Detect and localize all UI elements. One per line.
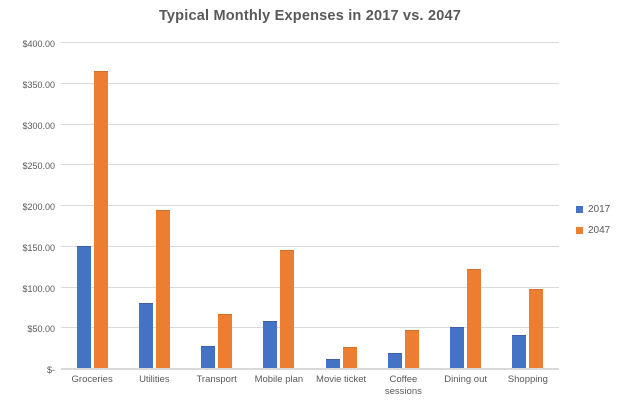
bar-2047-movie-ticket xyxy=(342,346,357,369)
gridline xyxy=(61,82,559,84)
bar-2047-groceries xyxy=(93,71,108,369)
gridline xyxy=(61,327,559,329)
gridline xyxy=(61,245,559,247)
y-axis: $- $50.00 $100.00 $150.00 $200.00 $250.00 $300… xyxy=(0,39,55,375)
x-axis-category-label: Utilities xyxy=(139,374,170,385)
bar-groups xyxy=(61,43,559,369)
bar-group-shopping xyxy=(497,43,559,369)
y-axis-tick-label: $100.00 xyxy=(22,283,55,294)
x-axis-category-label: Dining out xyxy=(444,374,488,385)
legend: 2017 2047 xyxy=(576,204,610,246)
bar-2017-dining-out xyxy=(450,327,465,369)
gridline xyxy=(61,286,559,288)
bar-group-movie-ticket xyxy=(310,43,372,369)
bar-group-coffee-sessions xyxy=(372,43,434,369)
bar-2047-coffee-sessions xyxy=(404,329,419,369)
bar-group-transport xyxy=(186,43,248,369)
y-axis-tick-label: $150.00 xyxy=(22,242,55,253)
legend-swatch-2047 xyxy=(576,227,583,234)
gridline xyxy=(61,42,559,43)
y-axis-tick-label: $400.00 xyxy=(22,39,55,49)
gridline xyxy=(61,205,559,206)
bar-2017-movie-ticket xyxy=(325,359,340,369)
legend-label-2017: 2017 xyxy=(588,204,611,215)
bar-2047-dining-out xyxy=(467,269,482,369)
y-axis-tick-label: $250.00 xyxy=(22,161,55,172)
bar-2017-groceries xyxy=(76,245,91,369)
bar-2017-mobile-plan xyxy=(263,320,278,369)
legend-item-2017: 2017 xyxy=(576,204,610,215)
bar-group-utilities xyxy=(123,43,185,369)
x-axis-category-labels: Groceries Utilities Transport Mobile plan Mo… xyxy=(61,374,559,398)
x-axis-category-label: Transport xyxy=(196,374,237,385)
bar-2047-mobile-plan xyxy=(280,249,295,369)
chart-title: Typical Monthly Expenses in 2017 vs. 204… xyxy=(158,8,462,24)
bar-2017-transport xyxy=(201,346,216,369)
x-axis-category-label: Mobile plan xyxy=(254,374,304,385)
x-axis-category-label: Groceries xyxy=(71,374,113,385)
y-axis-tick-label: $200.00 xyxy=(22,202,55,212)
y-axis-tick-label: $350.00 xyxy=(22,79,55,90)
legend-label-2047: 2047 xyxy=(588,225,611,236)
y-axis-tick-label: $300.00 xyxy=(22,120,55,131)
bar-2017-coffee-sessions xyxy=(387,353,402,369)
bar-2017-utilities xyxy=(138,302,153,369)
gridline xyxy=(61,164,559,166)
plot-area xyxy=(61,42,559,370)
legend-swatch-2017 xyxy=(576,206,583,213)
y-axis-tick-label: $50.00 xyxy=(27,324,55,335)
bar-2047-shopping xyxy=(529,288,544,369)
x-axis-category-label: Movie ticket xyxy=(316,374,367,385)
y-axis-tick-label: $- xyxy=(46,365,55,375)
bar-2047-utilities xyxy=(155,209,170,369)
gridline xyxy=(61,123,559,125)
x-axis-category-label: Shopping xyxy=(507,374,548,385)
bar-group-groceries xyxy=(61,43,123,369)
x-axis-line xyxy=(61,368,559,370)
bar-2047-transport xyxy=(218,314,233,369)
bar-group-mobile-plan xyxy=(248,43,310,369)
x-axis-category-label: Coffee sessions xyxy=(384,374,422,397)
bar-group-dining-out xyxy=(435,43,497,369)
bar-2017-shopping xyxy=(512,335,527,369)
legend-item-2047: 2047 xyxy=(576,225,610,236)
